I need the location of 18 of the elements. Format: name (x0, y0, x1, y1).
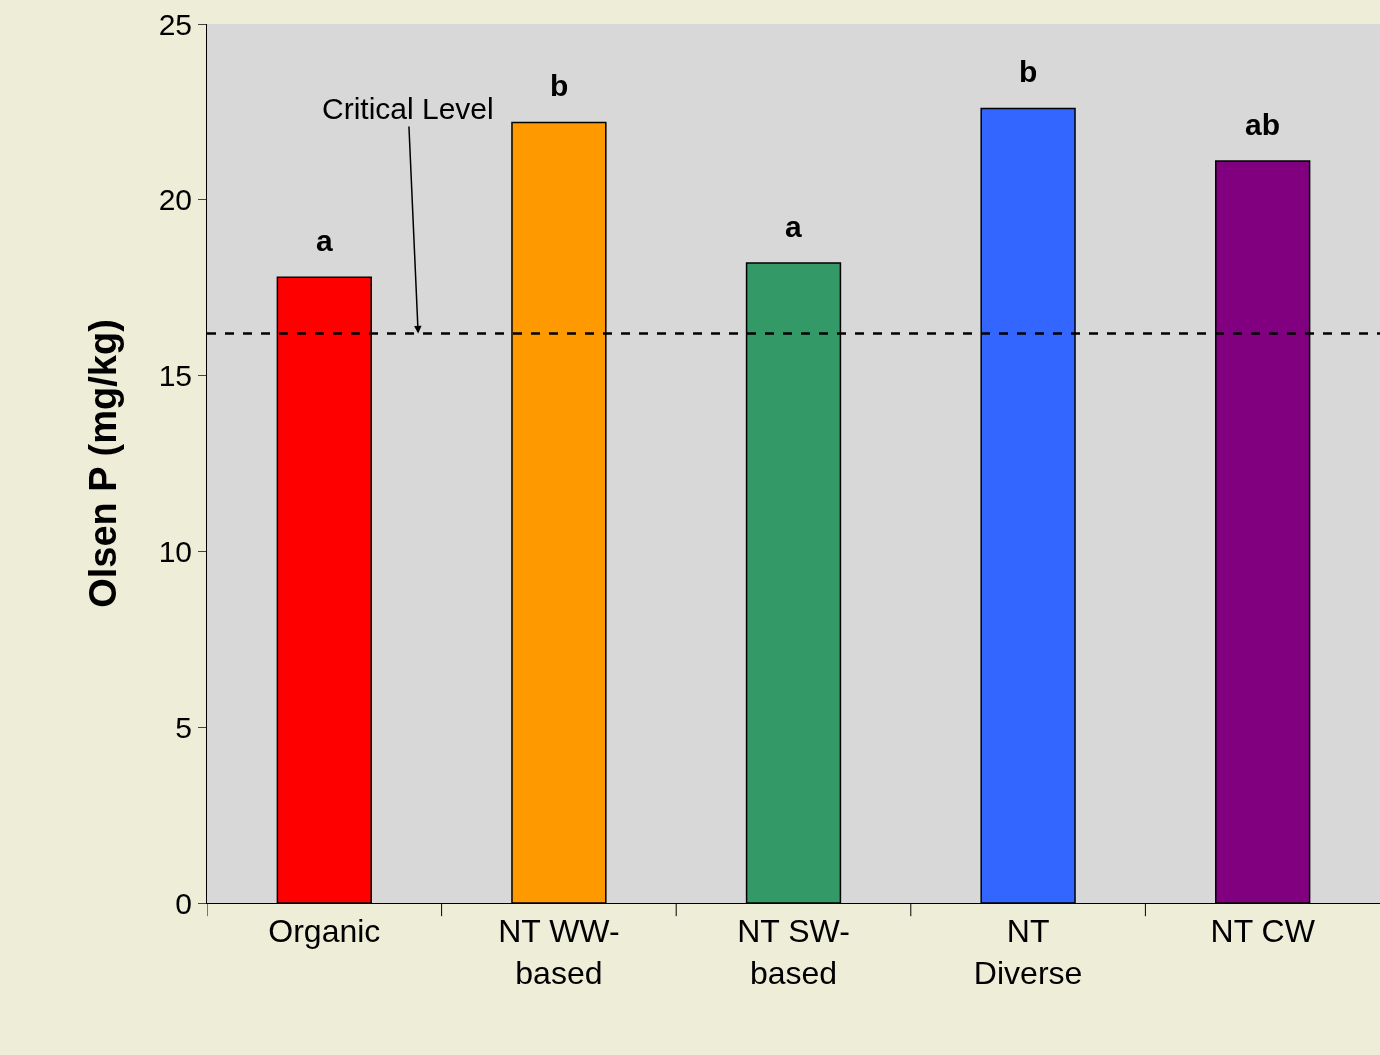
y-tick-label: 20 (158, 183, 192, 217)
annotation: b (1019, 55, 1038, 88)
x-tick-label: Organic (268, 913, 381, 950)
y-tick-label: 5 (175, 710, 192, 744)
ref-line-label: Critical Level (322, 92, 494, 125)
x-tick-label: NT CW (1210, 913, 1316, 950)
annotation: ab (1245, 108, 1281, 141)
annotation: a (316, 224, 333, 257)
x-tick-label: NT SW- based (737, 913, 850, 991)
y-tick-label: 0 (175, 886, 192, 920)
annotation: b (550, 69, 569, 102)
annotation: a (785, 210, 802, 243)
x-tick-label: NT WW- based (498, 913, 620, 991)
y-tick-label: 25 (158, 7, 192, 41)
y-axis-title: Olsen P (mg/kg) (81, 319, 124, 608)
y-tick-label: 10 (158, 534, 192, 568)
y-tick-label: 15 (158, 359, 192, 393)
x-tick-label: NT Diverse (973, 913, 1083, 991)
